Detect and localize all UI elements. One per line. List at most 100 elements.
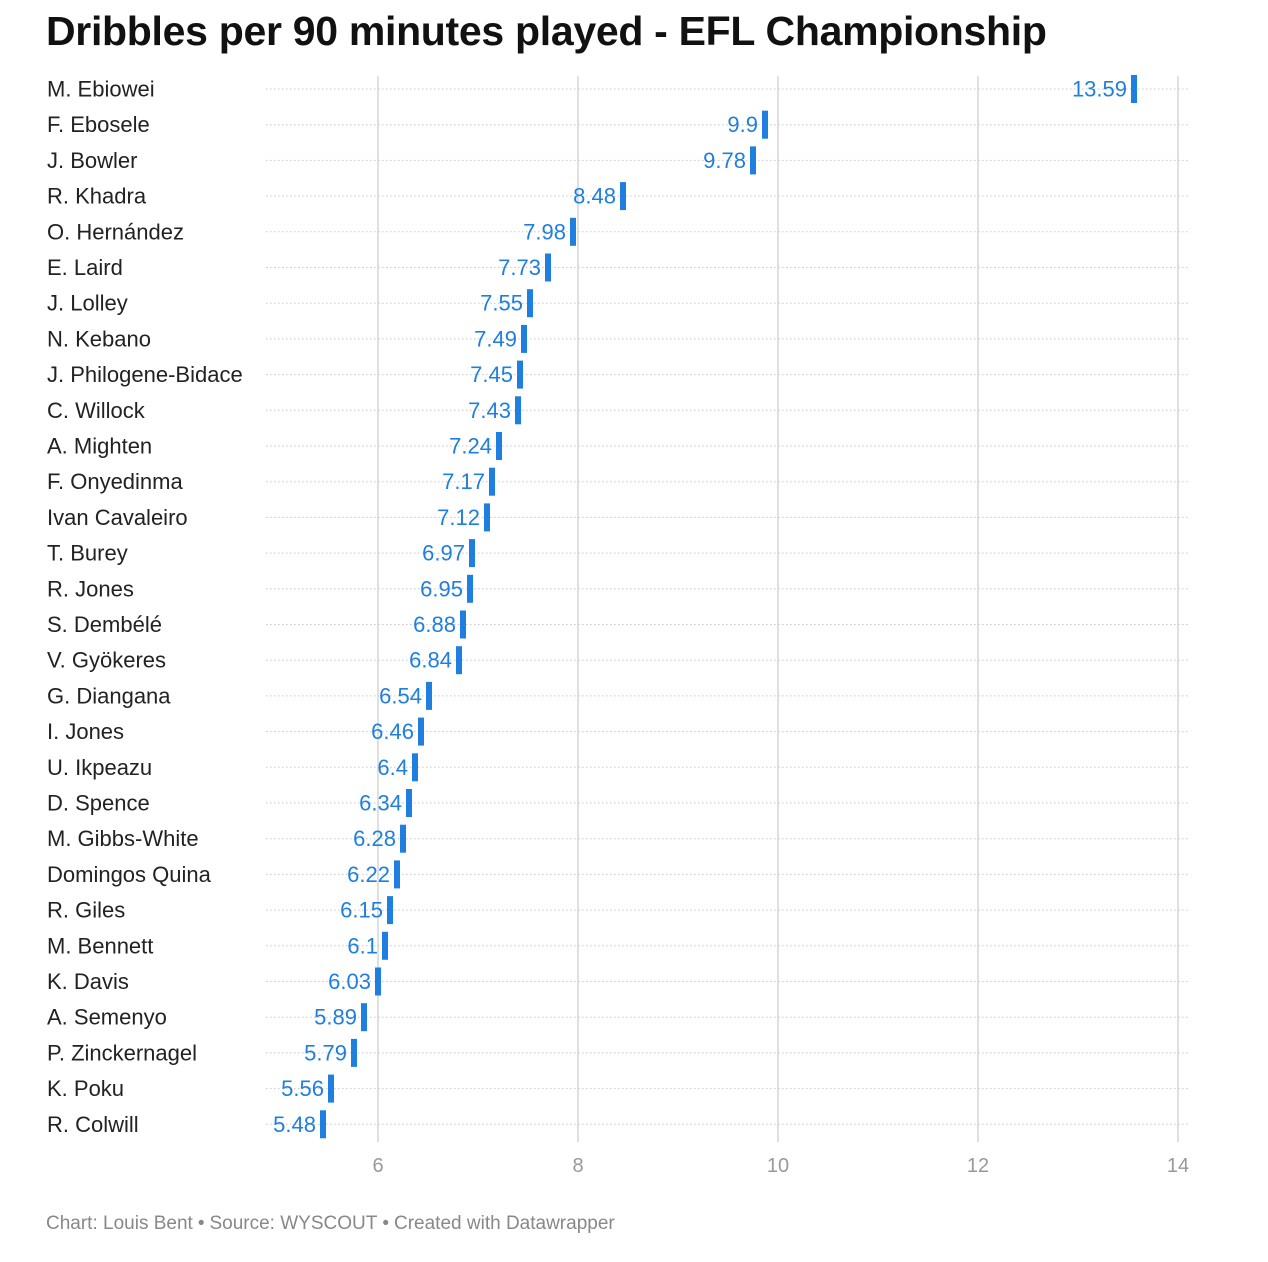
data-value-label: 6.34 xyxy=(359,791,402,816)
data-marker xyxy=(521,324,527,353)
chart-footer: Chart: Louis Bent • Source: WYSCOUT • Create… xyxy=(46,1213,615,1235)
data-marker xyxy=(394,860,400,889)
data-marker xyxy=(527,289,533,318)
data-value-label: 5.79 xyxy=(304,1040,347,1065)
category-label: A. Mighten xyxy=(47,434,152,459)
chart-title: Dribbles per 90 minutes played - EFL Cha… xyxy=(46,8,1047,54)
footer-separator: • xyxy=(197,1213,205,1234)
data-value-label: 7.43 xyxy=(468,398,511,423)
category-label: Domingos Quina xyxy=(47,862,212,887)
data-value-label: 7.45 xyxy=(470,362,513,387)
data-marker xyxy=(620,182,626,211)
category-label: C. Willock xyxy=(47,398,146,423)
data-value-label: 6.84 xyxy=(409,648,452,673)
data-marker xyxy=(545,253,551,282)
data-marker xyxy=(467,574,473,603)
category-label: R. Khadra xyxy=(47,184,147,209)
data-value-label: 5.89 xyxy=(314,1005,357,1030)
data-value-label: 6.1 xyxy=(347,933,378,958)
data-marker xyxy=(400,824,406,853)
data-marker xyxy=(469,539,475,568)
category-label: U. Ikpeazu xyxy=(47,755,152,780)
category-label: M. Gibbs-White xyxy=(47,826,199,851)
footer-separator: • xyxy=(382,1213,389,1234)
data-value-label: 7.24 xyxy=(449,434,492,459)
category-label: T. Burey xyxy=(47,541,128,566)
data-value-label: 6.28 xyxy=(353,826,396,851)
category-label: A. Semenyo xyxy=(47,1005,167,1030)
category-label: F. Onyedinma xyxy=(47,469,183,494)
footer-tool: Created with Datawrapper xyxy=(394,1213,615,1234)
data-value-label: 7.73 xyxy=(498,255,541,280)
data-value-label: 5.56 xyxy=(281,1076,324,1101)
data-marker xyxy=(351,1038,357,1067)
data-value-label: 6.15 xyxy=(340,898,383,923)
category-label: M. Ebiowei xyxy=(47,77,155,102)
category-label: O. Hernández xyxy=(47,219,184,244)
footer-credit: Chart: Louis Bent xyxy=(46,1213,193,1234)
category-label: R. Jones xyxy=(47,576,134,601)
category-label: K. Poku xyxy=(47,1076,124,1101)
data-marker xyxy=(750,146,756,175)
data-marker xyxy=(762,110,768,139)
data-marker xyxy=(382,931,388,960)
category-label: I. Jones xyxy=(47,719,124,744)
data-marker xyxy=(496,432,502,460)
data-marker xyxy=(387,896,393,925)
category-label: R. Colwill xyxy=(47,1112,139,1137)
data-marker xyxy=(375,967,381,996)
data-value-label: 9.78 xyxy=(703,148,746,173)
data-value-label: 13.59 xyxy=(1072,77,1127,102)
data-value-label: 6.4 xyxy=(377,755,408,780)
data-value-label: 6.03 xyxy=(328,969,371,994)
category-label: F. Ebosele xyxy=(47,112,150,137)
data-marker xyxy=(515,396,521,425)
data-marker xyxy=(570,217,576,246)
data-value-label: 6.88 xyxy=(413,612,456,637)
data-value-label: 5.48 xyxy=(273,1112,316,1137)
category-label: G. Diangana xyxy=(47,683,171,708)
data-marker xyxy=(418,717,424,746)
x-tick-label: 10 xyxy=(767,1155,789,1177)
category-label: E. Laird xyxy=(47,255,123,280)
category-label: Ivan Cavaleiro xyxy=(47,505,188,530)
data-value-label: 9.9 xyxy=(727,112,758,137)
data-marker xyxy=(412,753,418,782)
data-value-label: 6.54 xyxy=(379,683,422,708)
data-value-label: 6.22 xyxy=(347,862,390,887)
category-label: D. Spence xyxy=(47,791,150,816)
data-value-label: 6.46 xyxy=(371,719,414,744)
category-label: J. Bowler xyxy=(47,148,137,173)
data-marker xyxy=(460,610,466,639)
x-tick-label: 12 xyxy=(967,1155,989,1177)
category-label: S. Dembélé xyxy=(47,612,162,637)
data-marker xyxy=(456,646,462,675)
category-label: R. Giles xyxy=(47,898,125,923)
data-value-label: 7.12 xyxy=(437,505,480,530)
category-label: K. Davis xyxy=(47,969,129,994)
category-label: P. Zinckernagel xyxy=(47,1040,197,1065)
data-marker xyxy=(517,360,523,389)
x-tick-label: 14 xyxy=(1167,1155,1189,1177)
data-value-label: 8.48 xyxy=(573,184,616,209)
category-label: M. Bennett xyxy=(47,933,153,958)
data-value-label: 7.98 xyxy=(523,219,566,244)
data-value-label: 6.95 xyxy=(420,576,463,601)
data-marker xyxy=(484,503,490,532)
data-marker xyxy=(1131,75,1137,103)
x-tick-label: 6 xyxy=(372,1155,383,1177)
data-marker xyxy=(320,1110,326,1139)
data-marker xyxy=(406,789,412,817)
category-label: V. Gyökeres xyxy=(47,648,166,673)
x-tick-label: 8 xyxy=(572,1155,583,1177)
category-label: J. Lolley xyxy=(47,291,128,316)
data-marker xyxy=(361,1003,367,1032)
data-marker xyxy=(426,681,432,710)
data-marker xyxy=(489,467,495,496)
data-marker xyxy=(328,1074,334,1103)
data-value-label: 7.17 xyxy=(442,469,485,494)
chart-area: 6 8 10 12 14 M. Ebiowei 13.59 F. Ebosele 9.9 J. B… xyxy=(47,75,1190,1177)
footer-source: Source: WYSCOUT xyxy=(209,1213,378,1234)
data-value-label: 7.55 xyxy=(480,291,523,316)
data-value-label: 6.97 xyxy=(422,541,465,566)
